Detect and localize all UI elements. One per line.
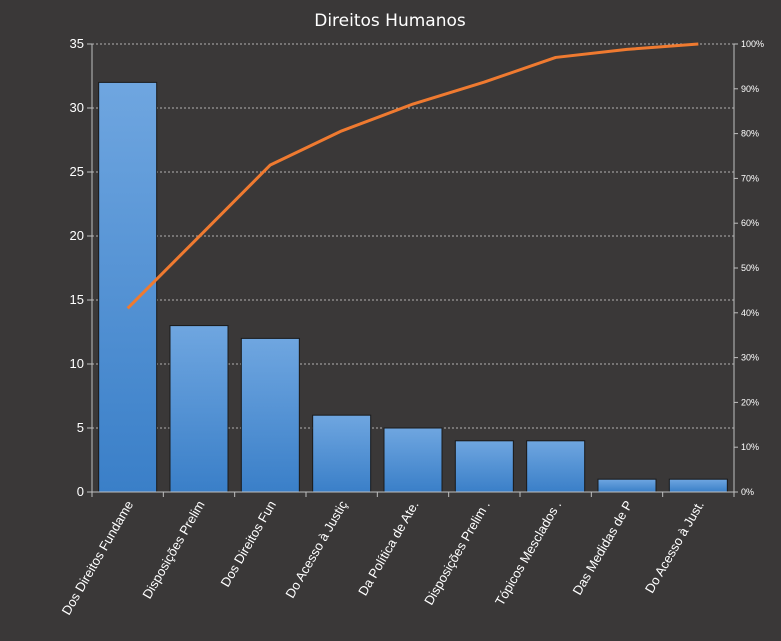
- y2-axis: 0% 10% 20% 30% 40% 50% 60% 70% 80% 90% 100%: [733, 39, 764, 497]
- x-tick-label: Dos Direitos Fundame: [59, 498, 137, 618]
- bar: [668, 478, 728, 493]
- chart-title: Direitos Humanos: [314, 11, 466, 31]
- y2-tick-label: 20%: [741, 397, 759, 407]
- y-tick-label: 0: [77, 484, 84, 499]
- x-tick-label: Da Política de Ate.: [355, 498, 421, 598]
- x-tick-label: Do Acesso à Justiç: [282, 498, 350, 601]
- x-axis: Dos Direitos Fundame Disposições Prelim Do…: [59, 491, 735, 618]
- bars: [98, 81, 728, 493]
- cumulative-polyline: [126, 42, 699, 310]
- y-tick-label: 10: [70, 356, 84, 371]
- y2-tick-label: 30%: [741, 353, 759, 363]
- x-tick-label: Disposições Prelim .: [421, 498, 493, 607]
- bar: [597, 478, 657, 493]
- bar: [312, 414, 372, 493]
- y-tick-label: 15: [70, 292, 84, 307]
- x-tick-label: Tópicos Mesclados .: [492, 498, 564, 608]
- y2-tick-label: 70%: [741, 173, 759, 183]
- bar: [383, 427, 443, 493]
- y-tick-label: 30: [70, 100, 84, 115]
- y2-tick-label: 60%: [741, 218, 759, 228]
- bar: [526, 440, 586, 493]
- y2-tick-label: 10%: [741, 442, 759, 452]
- y2-tick-label: 50%: [741, 263, 759, 273]
- x-tick-label: Dos Direitos Fun: [218, 498, 279, 589]
- bar: [454, 440, 514, 493]
- x-tick-label: Disposições Prelim: [139, 498, 207, 601]
- y2-tick-label: 100%: [741, 39, 764, 49]
- x-tick-label: Do Acesso à Just.: [642, 498, 707, 596]
- y2-tick-label: 40%: [741, 308, 759, 318]
- y-tick-label: 25: [70, 164, 84, 179]
- y2-tick-label: 90%: [741, 84, 759, 94]
- x-tick-label: Das Medidas de P: [569, 498, 635, 598]
- bar: [169, 325, 229, 493]
- bar: [240, 337, 300, 493]
- y-tick-label: 20: [70, 228, 84, 243]
- y2-tick-label: 80%: [741, 129, 759, 139]
- y2-tick-label: 0%: [741, 487, 754, 497]
- y-axis: 0 5 10 15 20 25 30 35: [70, 36, 93, 499]
- y-tick-label: 35: [70, 36, 84, 51]
- cumulative-line: [126, 42, 699, 310]
- y-tick-label: 5: [77, 420, 84, 435]
